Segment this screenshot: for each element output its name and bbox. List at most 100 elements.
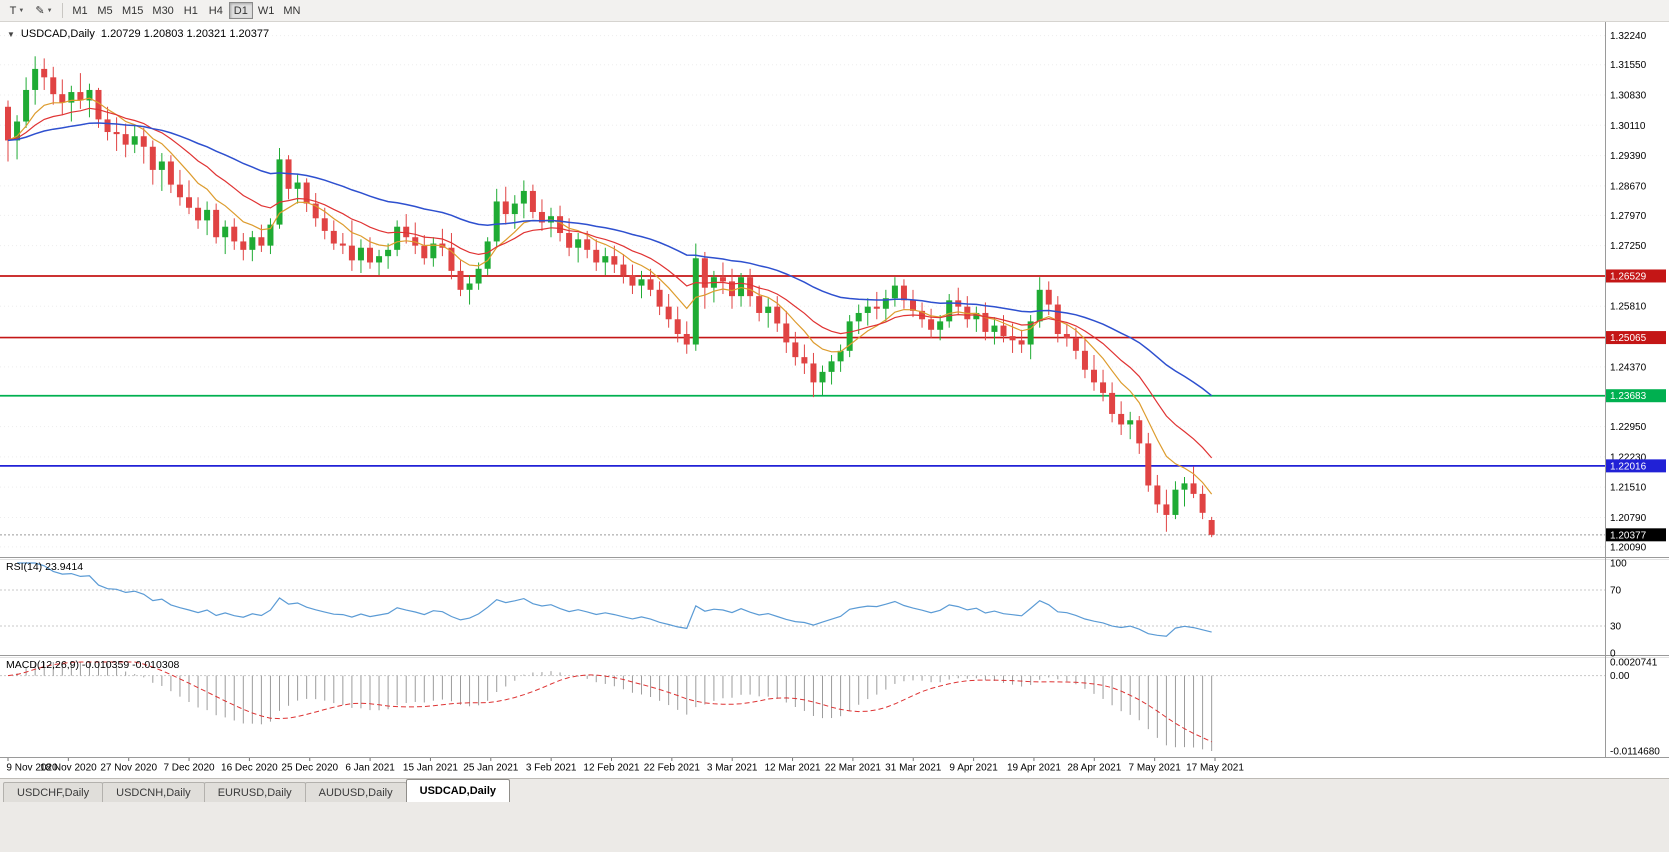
chevron-down-icon: ▼ — [46, 7, 53, 14]
chart-ohlc-values: 1.20729 1.20803 1.20321 1.20377 — [100, 28, 270, 40]
pencil-icon: ✎ — [35, 5, 45, 17]
svg-text:19 Apr 2021: 19 Apr 2021 — [1007, 763, 1061, 774]
svg-text:70: 70 — [1610, 586, 1622, 597]
svg-text:6 Jan 2021: 6 Jan 2021 — [345, 763, 395, 774]
svg-text:7 May 2021: 7 May 2021 — [1129, 763, 1182, 774]
timeframe-button-group: M1 M5 M15 M30 H1 H4 D1 W1 MN — [68, 2, 304, 19]
svg-text:1.24370: 1.24370 — [1610, 362, 1647, 373]
timeframe-button-h4[interactable]: H4 — [208, 4, 223, 17]
chevron-down-icon: ▼ — [18, 7, 25, 14]
svg-text:1.29390: 1.29390 — [1610, 151, 1647, 162]
svg-text:0: 0 — [1610, 649, 1616, 660]
svg-text:1.30110: 1.30110 — [1610, 121, 1646, 132]
chart-tab-audusd[interactable]: AUDUSD,Daily — [304, 782, 407, 802]
svg-text:12 Feb 2021: 12 Feb 2021 — [583, 763, 640, 774]
macd-indicator-label: MACD(12,26,9) -0.010359 -0.010308 — [6, 659, 179, 671]
svg-text:1.31550: 1.31550 — [1610, 60, 1647, 71]
svg-text:1.20090: 1.20090 — [1610, 542, 1647, 553]
timeframe-button-h1[interactable]: H1 — [183, 4, 198, 17]
price-level-badge — [1606, 389, 1666, 403]
horizontal-level-lines[interactable] — [0, 275, 1605, 467]
svg-text:-0.0114680: -0.0114680 — [1610, 747, 1660, 758]
svg-text:1.25065: 1.25065 — [1610, 333, 1647, 344]
svg-text:1.20377: 1.20377 — [1610, 530, 1647, 541]
chart-canvas[interactable]: 1.32240 1.31550 1.30830 1.30110 1.29390 1.286… — [0, 22, 1669, 778]
svg-text:22 Mar 2021: 22 Mar 2021 — [825, 763, 882, 774]
price-grid — [0, 35, 1605, 548]
chart-type-button[interactable]: T ▼ — [4, 2, 30, 20]
svg-text:18 Nov 2020: 18 Nov 2020 — [40, 763, 97, 774]
svg-text:1.27970: 1.27970 — [1610, 211, 1647, 222]
svg-text:25 Dec 2020: 25 Dec 2020 — [281, 763, 338, 774]
svg-text:28 Apr 2021: 28 Apr 2021 — [1067, 763, 1121, 774]
svg-text:12 Mar 2021: 12 Mar 2021 — [764, 763, 821, 774]
svg-text:100: 100 — [1610, 559, 1627, 570]
rsi-name: RSI(14) — [6, 561, 43, 573]
svg-text:0.00: 0.00 — [1610, 671, 1630, 682]
price-level-badge — [1606, 269, 1666, 283]
svg-text:22 Feb 2021: 22 Feb 2021 — [644, 763, 701, 774]
timeframe-button-w1[interactable]: W1 — [257, 4, 275, 17]
macd-values: -0.010359 -0.010308 — [81, 659, 180, 671]
svg-text:3 Mar 2021: 3 Mar 2021 — [707, 763, 758, 774]
svg-text:1.23683: 1.23683 — [1610, 391, 1647, 402]
svg-text:25 Jan 2021: 25 Jan 2021 — [463, 763, 518, 774]
ma-mid-red-line — [7, 107, 1213, 459]
timeframe-button-m5[interactable]: M5 — [97, 4, 113, 17]
macd-name: MACD(12,26,9) — [6, 659, 79, 671]
svg-text:1.20790: 1.20790 — [1610, 513, 1647, 524]
svg-text:1.21510: 1.21510 — [1610, 483, 1647, 494]
timeframe-button-mn[interactable]: MN — [283, 4, 301, 17]
chart-tab-usdchf[interactable]: USDCHF,Daily — [3, 782, 104, 802]
svg-text:1.30830: 1.30830 — [1610, 91, 1647, 102]
top-toolbar: T ▼ ✎ ▼ M1 M5 M15 M30 H1 H4 D1 W1 MN — [0, 0, 1669, 22]
timeframe-button-m15[interactable]: M15 — [122, 4, 144, 17]
svg-text:30: 30 — [1610, 622, 1622, 633]
current-price-badge — [1606, 528, 1666, 542]
svg-text:1.27250: 1.27250 — [1610, 241, 1647, 252]
price-level-badge — [1606, 459, 1666, 473]
timeframe-button-d1[interactable]: D1 — [228, 2, 253, 19]
ma-fast-orange-line — [7, 97, 1213, 495]
chart-tab-eurusd[interactable]: EURUSD,Daily — [203, 782, 306, 802]
chart-title-bar: ▼ USDCAD,Daily 1.20729 1.20803 1.20321 1… — [7, 28, 269, 40]
chart-tab-usdcnh[interactable]: USDCNH,Daily — [102, 782, 205, 802]
chart-tab-bar: USDCHF,Daily USDCNH,Daily EURUSD,Daily AUDU… — [0, 779, 1669, 802]
chart-type-icon: T — [9, 4, 17, 17]
svg-text:17 May 2021: 17 May 2021 — [1186, 763, 1244, 774]
toolbar-separator — [62, 3, 63, 18]
chart-symbol-title: USDCAD,Daily — [20, 28, 95, 40]
rsi-value: 23.9414 — [45, 561, 84, 573]
timeframe-button-m1[interactable]: M1 — [72, 4, 88, 17]
svg-text:9 Apr 2021: 9 Apr 2021 — [949, 763, 998, 774]
svg-text:1.22950: 1.22950 — [1610, 422, 1647, 433]
chart-tab-usdcad[interactable]: USDCAD,Daily — [405, 779, 511, 802]
svg-text:1.28670: 1.28670 — [1610, 181, 1647, 192]
timeframe-button-m30[interactable]: M30 — [152, 4, 174, 17]
svg-text:15 Jan 2021: 15 Jan 2021 — [403, 763, 458, 774]
ma-slow-blue-line — [7, 122, 1213, 397]
svg-text:1.25810: 1.25810 — [1610, 302, 1647, 313]
svg-text:7 Dec 2020: 7 Dec 2020 — [163, 763, 215, 774]
svg-text:1.22230: 1.22230 — [1610, 452, 1647, 463]
svg-text:1.22016: 1.22016 — [1610, 461, 1647, 472]
price-level-badge — [1606, 331, 1666, 345]
svg-text:1.26529: 1.26529 — [1610, 271, 1647, 282]
price-axis: 1.32240 1.31550 1.30830 1.30110 1.29390 1.286… — [1606, 31, 1666, 758]
svg-text:9 Nov 2020: 9 Nov 2020 — [6, 763, 58, 774]
macd-signal-line — [7, 661, 1212, 743]
rsi-line — [17, 562, 1212, 637]
svg-text:31 Mar 2021: 31 Mar 2021 — [885, 763, 942, 774]
rsi-indicator-label: RSI(14) 23.9414 — [6, 561, 83, 573]
chart-collapse-icon[interactable]: ▼ — [7, 29, 15, 39]
macd-histogram — [16, 662, 1213, 751]
svg-text:0.0020741: 0.0020741 — [1610, 658, 1658, 669]
svg-text:1.32240: 1.32240 — [1610, 31, 1647, 42]
svg-text:16 Dec 2020: 16 Dec 2020 — [221, 763, 278, 774]
svg-text:3 Feb 2021: 3 Feb 2021 — [526, 763, 577, 774]
svg-text:27 Nov 2020: 27 Nov 2020 — [100, 763, 157, 774]
bottom-zone: USDCHF,Daily USDCNH,Daily EURUSD,Daily AUDU… — [0, 778, 1669, 852]
drawing-tools-button[interactable]: ✎ ▼ — [31, 2, 57, 20]
